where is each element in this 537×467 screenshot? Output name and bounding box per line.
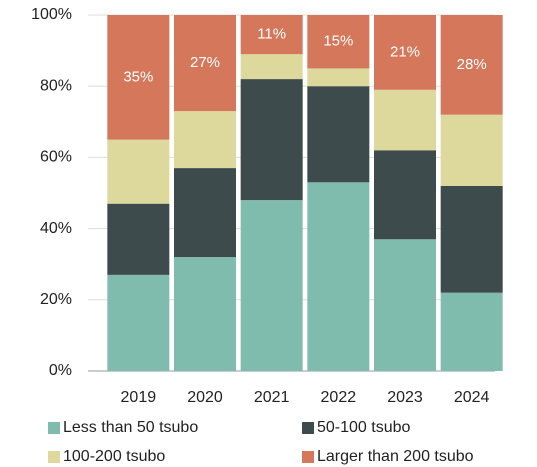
bar-segment bbox=[440, 15, 503, 115]
y-tick-label: 60% bbox=[40, 149, 72, 166]
value-label: 35% bbox=[123, 68, 153, 85]
x-tick-label: 2019 bbox=[121, 389, 157, 406]
bar-segment bbox=[107, 274, 170, 371]
legend-swatch bbox=[302, 422, 314, 434]
legend-label: 100-200 tsubo bbox=[63, 448, 165, 465]
x-tick-label: 2022 bbox=[321, 389, 357, 406]
legend-swatch bbox=[302, 451, 314, 463]
bar-segment bbox=[374, 239, 436, 371]
legend-swatch bbox=[48, 451, 60, 463]
value-label: 11% bbox=[257, 26, 286, 43]
bar-segment bbox=[307, 86, 370, 183]
x-tick-label: 2024 bbox=[454, 389, 490, 406]
bar-segment bbox=[174, 257, 236, 371]
bar-segment bbox=[174, 111, 236, 169]
x-tick-label: 2023 bbox=[387, 389, 423, 406]
value-label: 15% bbox=[323, 33, 353, 50]
bar-segment bbox=[240, 54, 303, 80]
y-tick-label: 80% bbox=[40, 77, 72, 94]
bar-segment bbox=[240, 200, 303, 371]
bar-segment bbox=[107, 15, 170, 140]
bar-segment bbox=[107, 139, 170, 204]
y-tick-label: 40% bbox=[40, 220, 72, 237]
legend-label: Larger than 200 tsubo bbox=[317, 448, 474, 465]
bar-segment bbox=[307, 68, 370, 87]
legend-label: 50-100 tsubo bbox=[317, 419, 411, 436]
y-tick-label: 0% bbox=[49, 362, 72, 379]
bar-segment bbox=[174, 168, 236, 258]
bar-segment bbox=[174, 15, 236, 112]
bar-segment bbox=[240, 15, 303, 55]
bar-segment bbox=[440, 114, 503, 186]
y-tick-label: 20% bbox=[40, 291, 72, 308]
x-tick-label: 2021 bbox=[254, 389, 290, 406]
legend-swatch bbox=[48, 422, 60, 434]
y-tick-label: 100% bbox=[31, 6, 72, 23]
value-label: 28% bbox=[457, 56, 487, 73]
bar-segment bbox=[374, 89, 436, 151]
bar-segment bbox=[240, 79, 303, 201]
legend-label: Less than 50 tsubo bbox=[63, 419, 198, 436]
value-label: 27% bbox=[190, 54, 220, 71]
value-label: 21% bbox=[390, 43, 420, 60]
bar-segment bbox=[440, 185, 503, 293]
bar-segment bbox=[307, 15, 370, 69]
bar-segment bbox=[374, 150, 436, 240]
bar-segment bbox=[374, 15, 436, 90]
bar-segment bbox=[440, 292, 503, 371]
bar-segment bbox=[307, 182, 370, 371]
x-tick-label: 2020 bbox=[187, 389, 223, 406]
bar-segment bbox=[107, 203, 170, 275]
